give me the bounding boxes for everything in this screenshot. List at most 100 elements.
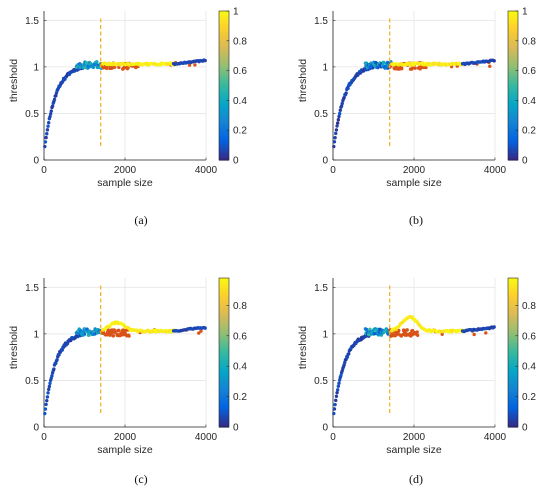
data-point	[409, 332, 414, 337]
colorbar-segment	[219, 345, 229, 349]
data-point	[344, 91, 348, 95]
data-point	[405, 333, 409, 337]
x-tick-label: 2000	[403, 432, 426, 443]
x-tick-label: 4000	[195, 432, 218, 443]
data-point	[413, 66, 417, 70]
data-point	[340, 101, 344, 106]
colorbar-segment	[508, 28, 518, 32]
data-point	[335, 388, 340, 392]
colorbar-segment	[219, 374, 229, 378]
colorbar-segment	[508, 384, 518, 388]
colorbar-tick-label: 1	[233, 7, 239, 18]
data-point	[334, 398, 338, 403]
data-point	[346, 86, 350, 91]
colorbar-segment	[219, 412, 229, 416]
colorbar-segment	[508, 300, 518, 304]
x-tick-label: 4000	[484, 432, 507, 443]
data-point	[342, 363, 346, 367]
colorbar-segment	[219, 364, 229, 368]
colorbar-tick-label: 0	[522, 423, 528, 434]
data-point	[44, 135, 48, 140]
data-point	[45, 395, 50, 399]
colorbar-segment	[508, 60, 518, 64]
colorbar-segment	[508, 342, 518, 346]
colorbar-segment	[508, 389, 518, 393]
colorbar-segment	[219, 155, 229, 159]
colorbar-segment	[508, 95, 518, 99]
data-point	[398, 67, 402, 71]
colorbar-segment	[219, 38, 229, 42]
colorbar-segment	[508, 364, 518, 368]
data-point	[117, 65, 121, 70]
colorbar-tick-label: 0.2	[522, 392, 536, 403]
data-point	[55, 358, 59, 362]
colorbar-segment	[508, 407, 518, 411]
colorbar-tick-label: 0.2	[522, 126, 536, 137]
data-point	[197, 331, 201, 335]
data-point	[492, 59, 496, 63]
data-point	[120, 332, 125, 337]
data-point	[122, 66, 127, 70]
colorbar-segment	[508, 414, 518, 418]
colorbar-segment	[219, 280, 229, 284]
colorbar-segment	[508, 357, 518, 361]
data-point	[126, 65, 130, 70]
x-tick-label: 2000	[403, 165, 426, 176]
y-axis-label: threshold	[8, 326, 20, 369]
data-point	[50, 104, 55, 108]
colorbar-tick-label: 0.6	[522, 331, 536, 342]
data-point	[335, 121, 340, 125]
colorbar-segment	[219, 312, 229, 316]
colorbar-segment	[219, 122, 229, 126]
data-point	[124, 328, 128, 332]
data-point	[103, 65, 108, 69]
x-tick-label: 0	[41, 165, 47, 176]
colorbar-segment	[219, 332, 229, 336]
colorbar-segment	[219, 414, 229, 418]
colorbar-segment	[508, 30, 518, 34]
colorbar-segment	[219, 392, 229, 396]
colorbar-segment	[219, 130, 229, 134]
colorbar-segment	[219, 80, 229, 84]
data-point	[116, 329, 120, 333]
colorbar-segment	[219, 350, 229, 354]
y-tick-label: 0.5	[314, 376, 328, 387]
colorbar-segment	[219, 55, 229, 59]
data-point	[418, 67, 422, 71]
colorbar-segment	[508, 377, 518, 381]
colorbar-segment	[508, 65, 518, 69]
data-point	[399, 334, 404, 338]
y-tick-label: 0.5	[314, 109, 328, 120]
colorbar-segment	[508, 11, 518, 15]
colorbar-segment	[508, 58, 518, 62]
data-point	[332, 411, 336, 416]
colorbar-segment	[219, 362, 229, 366]
data-point	[50, 374, 54, 378]
data-point	[335, 124, 339, 128]
data-point	[45, 398, 49, 403]
colorbar-segment	[219, 369, 229, 373]
colorbar-segment	[219, 30, 229, 34]
data-point	[203, 326, 207, 330]
colorbar-tick-label: 0.8	[233, 36, 247, 47]
data-point	[339, 104, 344, 108]
caption-a: (a)	[134, 213, 148, 227]
colorbar-segment	[508, 362, 518, 366]
colorbar-segment	[508, 90, 518, 94]
colorbar: 0 0.2 0.4 0.6 0.8 1	[507, 7, 536, 167]
colorbar-segment	[219, 60, 229, 64]
data-point	[48, 114, 52, 119]
colorbar-segment	[508, 302, 518, 306]
data-point	[95, 60, 99, 64]
data-point	[44, 402, 48, 407]
colorbar-segment	[219, 278, 229, 282]
colorbar-segment	[219, 377, 229, 381]
colorbar-segment	[219, 125, 229, 129]
colorbar-tick-label: 0.8	[522, 301, 536, 312]
colorbar-segment	[219, 347, 229, 351]
colorbar-segment	[508, 409, 518, 413]
data-point	[115, 332, 120, 337]
colorbar-segment	[508, 117, 518, 121]
data-point	[413, 332, 418, 336]
data-point	[393, 333, 397, 338]
